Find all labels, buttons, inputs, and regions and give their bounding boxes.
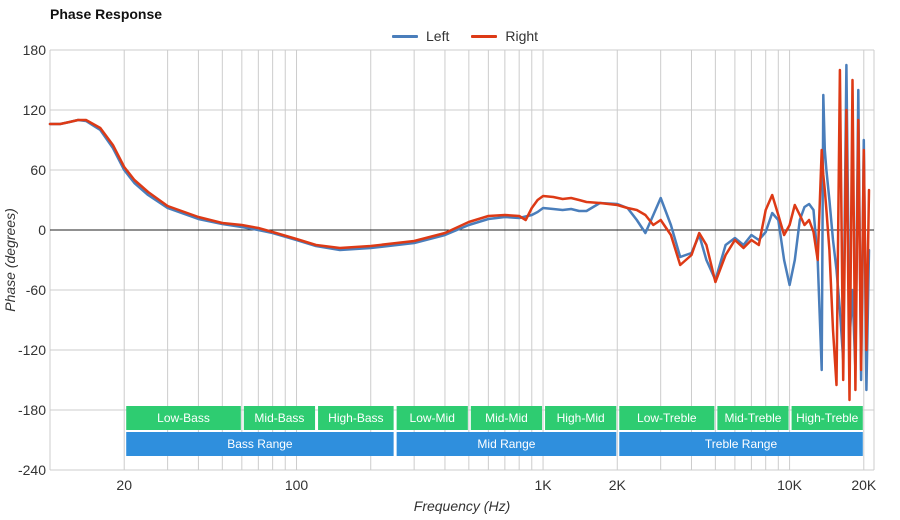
series-line-right bbox=[48, 68, 871, 402]
y-tick-label: 120 bbox=[23, 102, 47, 118]
x-axis-title: Frequency (Hz) bbox=[414, 498, 510, 514]
sub-band-rect bbox=[470, 406, 543, 430]
y-tick-label: 0 bbox=[38, 222, 46, 238]
y-tick-label: -240 bbox=[18, 462, 46, 478]
range-band-label: Bass Range bbox=[227, 437, 293, 451]
x-tick-label: 10K bbox=[777, 477, 803, 493]
y-tick-label: 180 bbox=[23, 42, 47, 58]
sub-band-label: Low-Mid bbox=[410, 411, 455, 425]
sub-band-rect bbox=[545, 406, 617, 430]
x-tick-label: 2K bbox=[609, 477, 627, 493]
sub-band-rect bbox=[396, 406, 468, 430]
sub-band-rect bbox=[318, 406, 394, 430]
x-axis-ticks: 20 100 1K 2K 10K 20K bbox=[116, 477, 876, 493]
series-lines bbox=[48, 63, 871, 402]
sub-band-rect bbox=[619, 406, 715, 430]
x-tick-label: 20K bbox=[851, 477, 877, 493]
sub-band-label: Mid-Bass bbox=[254, 411, 304, 425]
y-tick-label: -120 bbox=[18, 342, 46, 358]
y-tick-label: -180 bbox=[18, 402, 46, 418]
legend-swatch-left bbox=[392, 34, 418, 38]
range-band-rect bbox=[396, 432, 617, 456]
x-tick-label: 20 bbox=[116, 477, 132, 493]
y-tick-label: 60 bbox=[30, 162, 46, 178]
sub-band-label: Mid-Treble bbox=[725, 411, 782, 425]
legend-item-right[interactable]: Right bbox=[471, 28, 538, 44]
sub-band-rect bbox=[243, 406, 316, 430]
range-band-label: Mid Range bbox=[477, 437, 535, 451]
sub-band-label: High-Mid bbox=[557, 411, 605, 425]
sub-band-label: High-Bass bbox=[328, 411, 383, 425]
sub-band-label: Low-Treble bbox=[637, 411, 697, 425]
legend-item-left[interactable]: Left bbox=[392, 28, 449, 44]
legend-swatch-right bbox=[471, 34, 498, 38]
range-band-rect bbox=[619, 432, 863, 456]
frequency-bands: Low-Bass Mid-Bass High-Bass Low-Mid Mid-Mid H… bbox=[126, 406, 863, 456]
legend-label-left: Left bbox=[426, 28, 450, 44]
sub-band-label: Low-Bass bbox=[157, 411, 210, 425]
y-axis-ticks: 180 120 60 0 -60 -120 -180 -240 bbox=[18, 42, 46, 478]
series-line-left bbox=[48, 63, 871, 392]
range-band-rect bbox=[126, 432, 394, 456]
range-band-label: Treble Range bbox=[705, 437, 778, 451]
legend-label-right: Right bbox=[505, 28, 539, 44]
sub-band-label: High-Treble bbox=[796, 411, 859, 425]
sub-band-rect bbox=[126, 406, 241, 430]
y-tick-label: -60 bbox=[26, 282, 46, 298]
x-tick-label: 1K bbox=[534, 477, 552, 493]
y-axis-title: Phase (degrees) bbox=[2, 208, 18, 312]
chart-title: Phase Response bbox=[50, 6, 163, 22]
sub-band-rect bbox=[717, 406, 789, 430]
x-tick-label: 100 bbox=[285, 477, 309, 493]
sub-band-label: Mid-Mid bbox=[485, 411, 528, 425]
sub-band-rect bbox=[791, 406, 863, 430]
legend: Left Right bbox=[392, 28, 538, 44]
